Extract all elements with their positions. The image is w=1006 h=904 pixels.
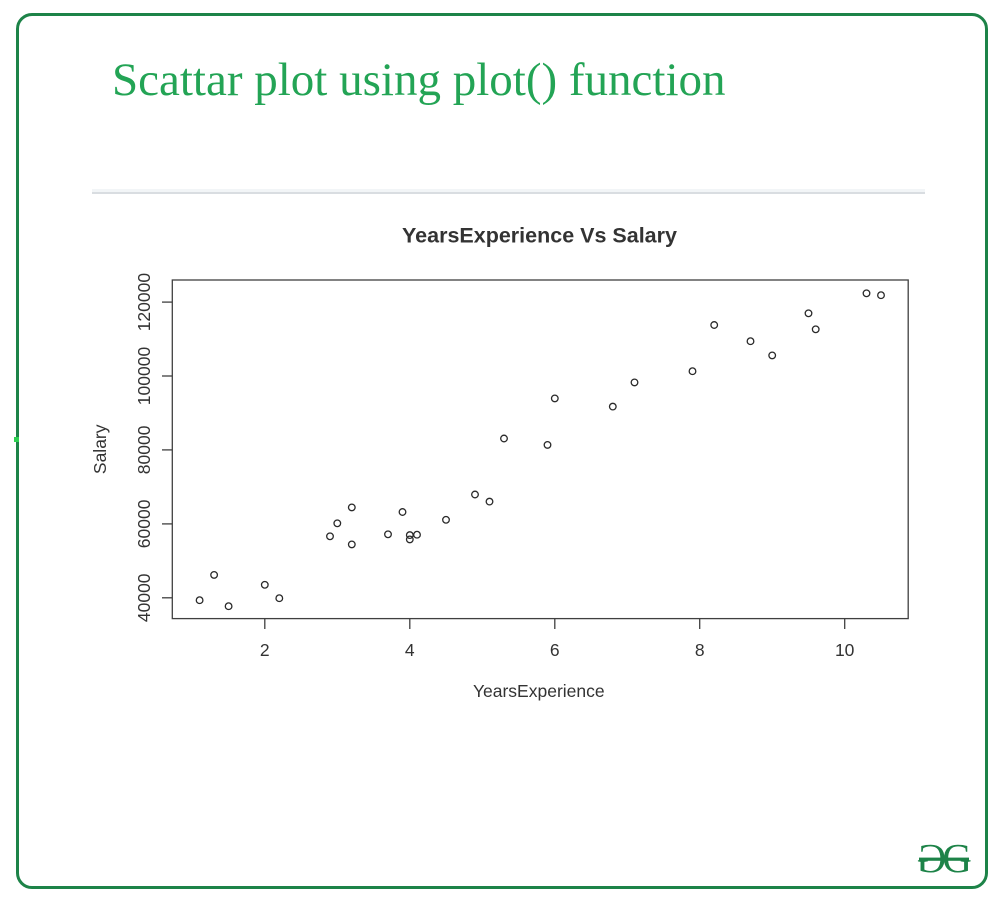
svg-text:6: 6: [550, 640, 560, 660]
svg-text:100000: 100000: [134, 347, 154, 406]
svg-text:2: 2: [260, 640, 270, 660]
svg-text:YearsExperience Vs Salary: YearsExperience Vs Salary: [402, 224, 677, 248]
svg-text:4: 4: [405, 640, 415, 660]
svg-text:120000: 120000: [134, 273, 154, 332]
svg-text:40000: 40000: [134, 573, 154, 622]
svg-text:60000: 60000: [134, 499, 154, 548]
svg-text:80000: 80000: [134, 425, 154, 474]
svg-text:8: 8: [695, 640, 705, 660]
svg-text:YearsExperience: YearsExperience: [473, 681, 605, 701]
svg-text:10: 10: [835, 640, 855, 660]
svg-text:Salary: Salary: [90, 424, 110, 474]
